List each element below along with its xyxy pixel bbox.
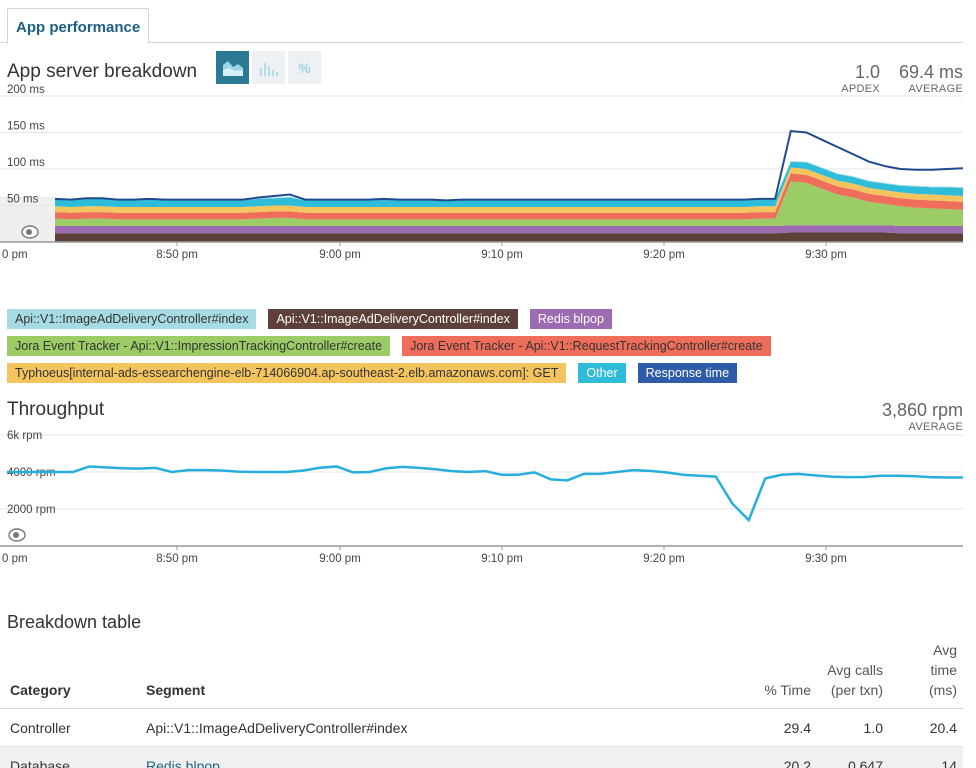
table-header-row: Category Segment % Time Avg calls (per t…: [0, 640, 963, 709]
percent-label: %: [298, 59, 311, 76]
row-pct-time: 20.2: [737, 746, 817, 768]
x-tick-label: 9:30 pm: [805, 553, 847, 565]
col-avg-calls-header[interactable]: Avg calls (per txn): [817, 640, 889, 709]
legend-item-redis-blpop[interactable]: Redis blpop: [529, 309, 612, 329]
area-series-1: [55, 225, 963, 234]
legend-item-response-time[interactable]: Response time: [637, 363, 738, 383]
row-avg-time: 20.4: [889, 708, 963, 747]
throughput-average-label: AVERAGE: [908, 421, 963, 433]
row-segment: Redis blpop: [136, 746, 737, 768]
col-avg-time-header[interactable]: Avg time (ms): [889, 640, 963, 709]
row-avg-time: 14: [889, 746, 963, 768]
row-category: Database: [0, 746, 136, 768]
row-segment: Api::V1::ImageAdDeliveryController#index: [136, 708, 737, 747]
tab-app-performance[interactable]: App performance: [7, 8, 150, 44]
table-row[interactable]: Controller Api::V1::ImageAdDeliveryContr…: [0, 708, 963, 747]
x-tick-label: 9:00 pm: [319, 553, 361, 565]
x-tick-label: 9:20 pm: [643, 553, 685, 565]
col-segment-header[interactable]: Segment: [136, 640, 737, 709]
legend-item-controller-index-light[interactable]: Api::V1::ImageAdDeliveryController#index: [7, 309, 257, 329]
x-tick-label: 9:30 pm: [805, 249, 847, 261]
y-tick-label: 150 ms: [7, 121, 45, 133]
apdex-value: 1.0: [854, 62, 880, 82]
y-tick-label: 2000 rpm: [7, 504, 56, 516]
area-chart-icon: [222, 60, 243, 76]
area-chart-toggle[interactable]: [216, 51, 249, 84]
legend-item-controller-index-dark[interactable]: Api::V1::ImageAdDeliveryController#index: [268, 309, 518, 329]
throughput-title: Throughput: [7, 399, 105, 420]
area-series-2: [55, 181, 963, 226]
avg-calls-header-line2: (per txn): [830, 682, 883, 698]
segment-link-redis-blpop[interactable]: Redis blpop: [146, 757, 220, 768]
apdex-stat: 1.0 APDEX: [841, 62, 880, 96]
x-tick-label: 9:10 pm: [481, 249, 523, 261]
col-category-header[interactable]: Category: [0, 640, 136, 709]
table-row[interactable]: Database Redis blpop 20.2 0.647 14: [0, 746, 963, 768]
area-series-4: [55, 167, 963, 213]
throughput-average-value: 3,860 rpm: [881, 400, 963, 420]
x-tick-label: 8:50 pm: [156, 249, 198, 261]
row-category: Controller: [0, 708, 136, 747]
eye-toggle-icon[interactable]: [21, 225, 39, 239]
app-server-breakdown-chart[interactable]: 200 ms 150 ms 100 ms 50 ms 0 pm 8:50 pm 9:00 p…: [0, 84, 964, 270]
x-tick-label: 8:50 pm: [156, 553, 198, 565]
area-series-0: [55, 232, 963, 242]
chart-type-toggles: %: [216, 51, 321, 84]
x-tick-label: 9:20 pm: [643, 249, 685, 261]
legend-item-request-tracking[interactable]: Jora Event Tracker - Api::V1::RequestTra…: [402, 336, 771, 356]
average-response-label: AVERAGE: [908, 83, 963, 95]
breakdown-title: App server breakdown: [7, 61, 198, 82]
row-avg-calls: 0.647: [817, 746, 889, 768]
area-series-3: [55, 173, 963, 220]
avg-time-header-line1: Avg: [933, 642, 957, 658]
y-tick-label: 50 ms: [7, 194, 39, 206]
breakdown-table-title: Breakdown table: [7, 612, 142, 632]
avg-time-header-line2: time (ms): [929, 662, 957, 698]
row-avg-calls: 1.0: [817, 708, 889, 747]
throughput-average-stat: 3,860 rpm AVERAGE: [882, 400, 963, 434]
x-tick-label: 9:00 pm: [319, 249, 361, 261]
histogram-icon: [259, 62, 278, 76]
legend-item-other[interactable]: Other: [578, 363, 626, 383]
response-time-line: [54, 129, 964, 202]
x-tick-label: 0 pm: [2, 553, 28, 565]
apdex-label: APDEX: [841, 83, 880, 95]
throughput-line: [7, 465, 963, 523]
breakdown-table: Category Segment % Time Avg calls (per t…: [0, 640, 963, 768]
y-tick-label: 200 ms: [7, 84, 45, 96]
row-pct-time: 29.4: [737, 708, 817, 747]
average-response-stat: 69.4 ms AVERAGE: [899, 62, 963, 96]
average-response-value: 69.4 ms: [898, 62, 963, 82]
x-tick-label: 9:10 pm: [481, 553, 523, 565]
col-pct-time-header[interactable]: % Time: [737, 640, 817, 709]
avg-calls-header-line1: Avg calls: [827, 662, 883, 678]
area-series-5: [55, 161, 963, 207]
legend-item-impression-tracking[interactable]: Jora Event Tracker - Api::V1::Impression…: [7, 336, 391, 356]
tab-bar: App performance: [0, 0, 963, 44]
histogram-toggle[interactable]: [252, 51, 285, 84]
legend-item-typhoeus[interactable]: Typhoeus[internal-ads-essearchengine-elb…: [7, 363, 567, 383]
y-tick-label: 6k rpm: [7, 430, 42, 442]
eye-toggle-icon[interactable]: [8, 528, 26, 542]
x-tick-label: 0 pm: [2, 249, 28, 261]
percent-toggle[interactable]: %: [288, 51, 321, 84]
y-tick-label: 100 ms: [7, 157, 45, 169]
